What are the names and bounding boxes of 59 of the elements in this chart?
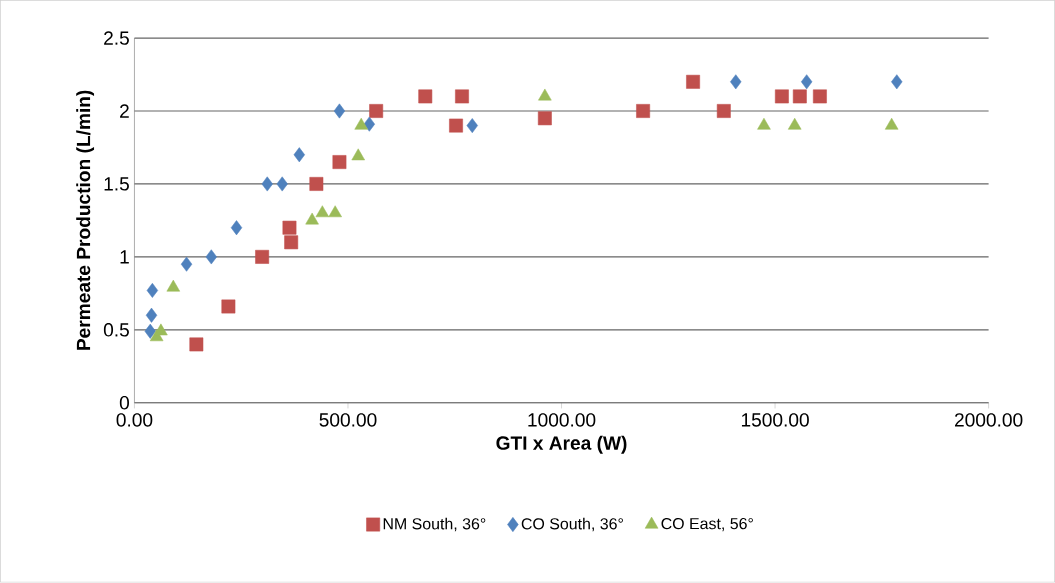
point	[538, 88, 552, 101]
point	[261, 176, 273, 192]
point	[792, 89, 807, 104]
point	[801, 74, 813, 90]
point	[255, 250, 270, 265]
legend-label: CO East, 56°	[661, 518, 753, 532]
x-axis-title: GTI x Area (W)	[496, 436, 627, 454]
x-tick-label: 1000.00	[528, 413, 596, 427]
y-tick-label: 0.5	[103, 323, 129, 337]
point	[354, 118, 368, 130]
x-tick-label: 500.00	[319, 413, 377, 427]
point	[757, 118, 771, 130]
point	[537, 111, 552, 126]
x-tick-label: 0.00	[116, 413, 153, 427]
point	[333, 103, 346, 119]
point	[787, 118, 802, 130]
point	[636, 104, 651, 119]
point	[332, 155, 347, 170]
point	[146, 283, 159, 299]
point	[180, 256, 193, 272]
point	[716, 104, 731, 119]
point	[284, 235, 299, 250]
point	[166, 280, 181, 292]
legend-label: CO South, 36°	[521, 517, 623, 532]
point	[230, 220, 243, 236]
point	[774, 89, 789, 104]
point	[686, 75, 700, 89]
point	[455, 89, 469, 104]
y-tick-label: 2.5	[104, 31, 129, 46]
y-axis-title: Permeate Production (L/min)	[76, 90, 95, 351]
point	[730, 74, 742, 90]
point	[449, 118, 463, 133]
point	[418, 89, 433, 104]
point	[369, 104, 384, 119]
point	[884, 118, 899, 130]
point	[315, 205, 330, 218]
point	[144, 324, 156, 339]
point	[221, 299, 236, 314]
point	[328, 205, 342, 218]
point	[305, 212, 319, 225]
point	[363, 116, 375, 132]
point	[891, 74, 903, 90]
y-tick-label: 0	[119, 396, 129, 410]
legend-label: NM South, 36°	[383, 517, 486, 532]
point	[309, 177, 324, 192]
point	[282, 221, 297, 235]
point	[276, 176, 288, 192]
point	[145, 308, 158, 323]
y-tick-label: 1	[120, 250, 129, 264]
point	[351, 148, 365, 161]
point	[466, 118, 478, 134]
x-tick-label: 2000.00	[954, 413, 1023, 427]
point	[293, 147, 305, 163]
y-tick-label: 1.5	[104, 177, 129, 191]
point	[189, 337, 204, 352]
point	[205, 249, 217, 265]
x-tick-label: 1500.00	[741, 413, 809, 427]
y-tick-label: 2	[120, 104, 129, 118]
point	[812, 89, 827, 104]
